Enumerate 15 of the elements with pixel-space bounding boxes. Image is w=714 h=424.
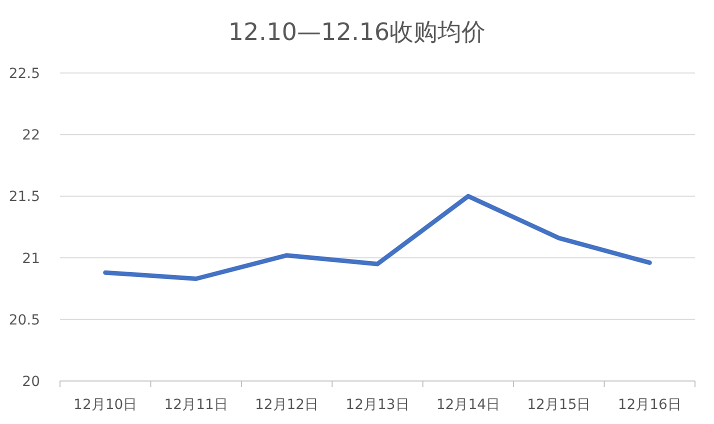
y-tick-label: 20 [22, 374, 40, 390]
y-tick-label: 22 [22, 128, 40, 144]
y-tick-label: 21 [22, 250, 40, 267]
x-tick-label: 12月14日 [436, 397, 500, 413]
chart-title: 12.10—12.16收购均价 [228, 18, 486, 46]
y-tick-label: 21.5 [8, 189, 40, 206]
x-tick-label: 12月12日 [254, 397, 319, 413]
line-series [103, 194, 652, 281]
y-tick-label: 20.5 [8, 312, 40, 328]
x-tick-label: 12月10日 [74, 397, 138, 413]
x-tick-label: 12月13日 [346, 397, 410, 413]
x-tick-label: 12月11日 [164, 397, 228, 413]
y-tick-label: 22.5 [8, 66, 40, 82]
x-tick-label: 12月16日 [618, 397, 682, 413]
x-tick-label: 12月15日 [527, 397, 591, 413]
